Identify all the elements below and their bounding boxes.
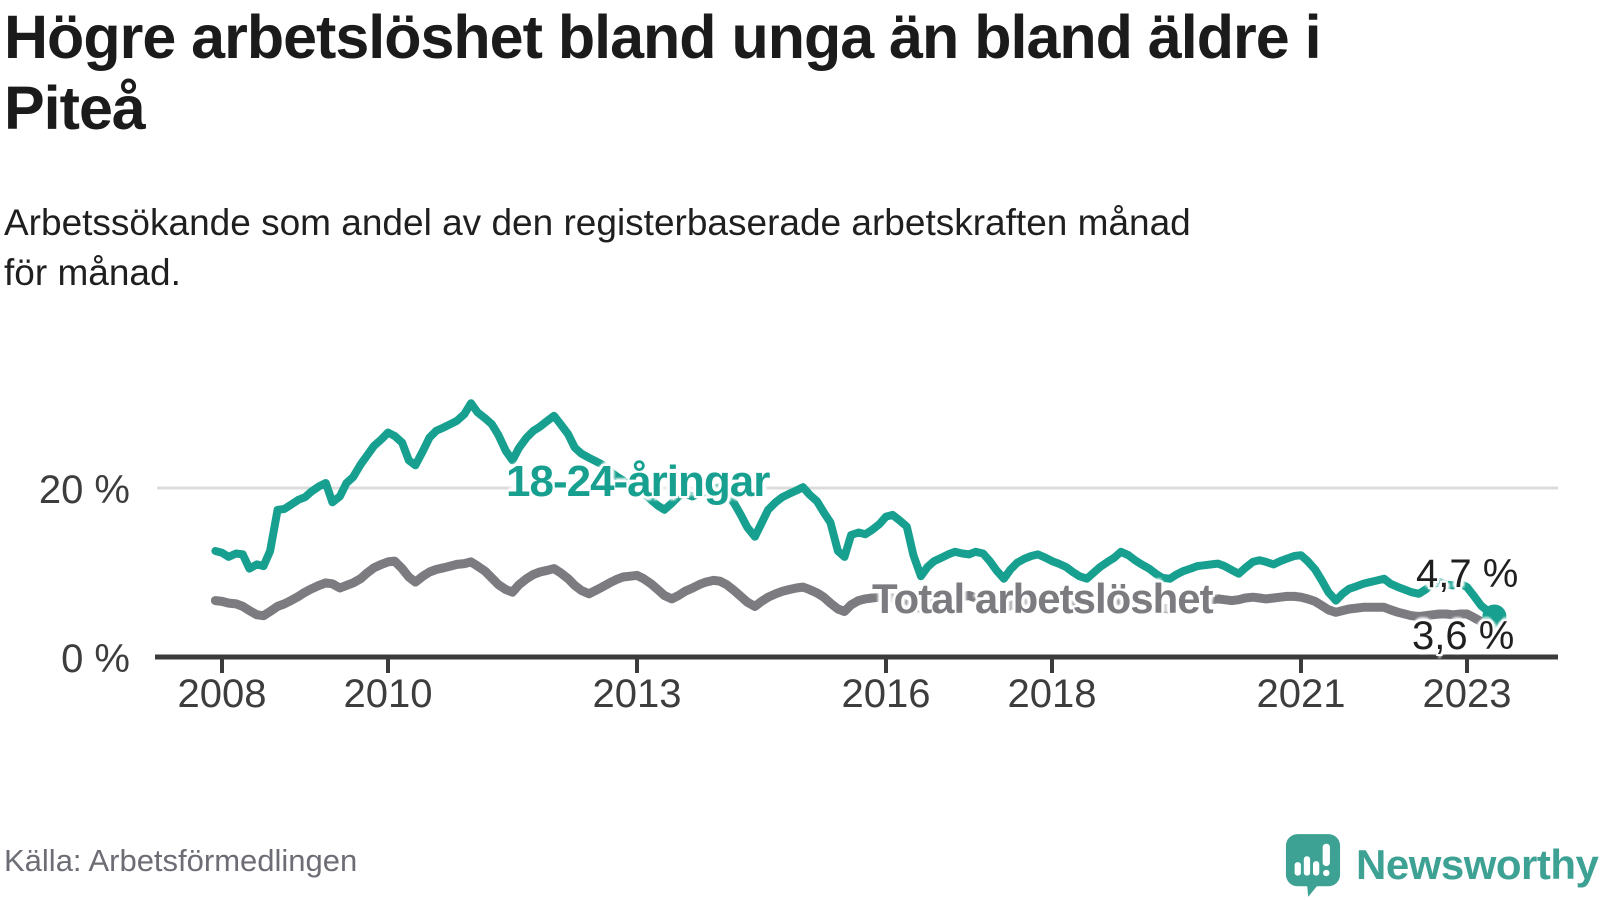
chart-subtitle: Arbetssökande som andel av den registerb… <box>4 198 1584 298</box>
newsworthy-bubble-chart-icon <box>1284 832 1342 898</box>
source-note: Källa: Arbetsförmedlingen <box>4 843 358 878</box>
newsworthy-wordmark: Newsworthy <box>1356 841 1599 888</box>
youth-end-dot <box>1482 604 1507 629</box>
x-axis-label-2016: 2016 <box>841 672 931 716</box>
title-line-2: Piteå <box>4 74 146 143</box>
x-axis-label-2018: 2018 <box>1007 672 1097 716</box>
total-unemployment-line <box>210 556 1499 631</box>
end-value-label-youth: 4,7 % <box>1416 552 1519 596</box>
x-axis-label-2008: 2008 <box>177 672 267 716</box>
page-title: Högre arbetslöshet bland unga än bland ä… <box>4 2 1584 145</box>
end-value-label-total: 3,6 % <box>1412 614 1515 658</box>
x-axis-label-2010: 2010 <box>343 672 433 716</box>
subtitle-line-1: Arbetssökande som andel av den registerb… <box>4 202 1191 243</box>
x-axis-label-2013: 2013 <box>592 672 682 716</box>
x-axis-label-2021: 2021 <box>1256 672 1346 716</box>
newsworthy-logo[interactable]: Newsworthy <box>1284 832 1599 898</box>
youth-unemployment-line <box>211 399 1499 621</box>
y-axis-label-20: 20 % <box>38 468 130 512</box>
series-label-youth: 18-24-åringar <box>506 457 770 506</box>
series-label-total: Total arbetslöshet <box>872 575 1214 622</box>
title-line-1: Högre arbetslöshet bland unga än bland ä… <box>4 3 1322 71</box>
x-axis-label-2023: 2023 <box>1422 672 1512 716</box>
subtitle-line-2: för månad. <box>4 251 181 293</box>
y-axis-label-0: 0 % <box>61 637 130 681</box>
